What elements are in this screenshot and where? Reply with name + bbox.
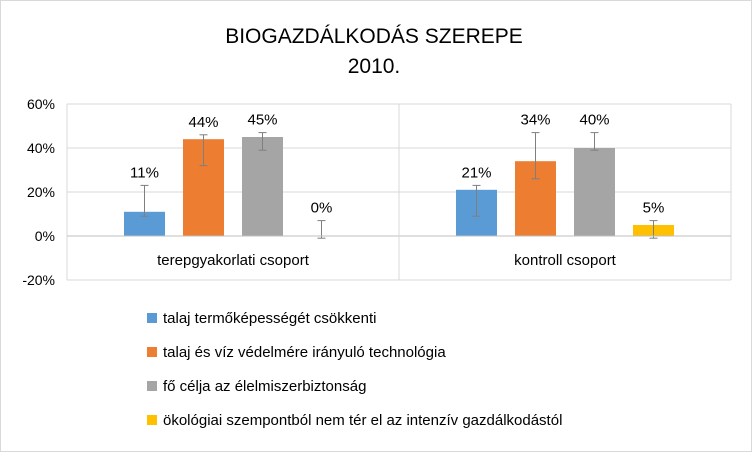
y-tick-label: 0% [35, 228, 55, 244]
data-label: 40% [579, 112, 609, 129]
data-label: 11% [130, 164, 159, 181]
x-axis: terepgyakorlati csoport kontroll csoport [67, 104, 731, 280]
legend-swatch [147, 415, 157, 425]
bar [574, 148, 615, 236]
y-tick-label: 60% [27, 96, 55, 112]
legend-swatch [147, 347, 157, 357]
data-labels: 11% 21% 44% 34% 45% 40% 0% 5% [130, 112, 664, 217]
legend-label: ökológiai szempontból nem tér el az inte… [163, 412, 562, 429]
chart-title: BIOGAZDÁLKODÁS SZEREPE 2010. [225, 25, 523, 78]
data-label: 21% [461, 164, 491, 181]
y-tick-label: 40% [27, 140, 55, 156]
y-axis: -20% 0% 20% 40% 60% [22, 96, 55, 288]
legend-label: talaj és víz védelmére irányuló technoló… [163, 344, 446, 361]
data-label: 34% [520, 112, 550, 129]
chart-title-line-2: 2010. [348, 55, 401, 78]
legend-swatch [147, 381, 157, 391]
data-label: 0% [311, 200, 333, 217]
legend: talaj termőképességét csökkenti talaj és … [147, 310, 562, 429]
data-label: 5% [643, 200, 665, 217]
bar [242, 137, 283, 236]
category-label: kontroll csoport [514, 252, 617, 269]
y-tick-label: 20% [27, 184, 55, 200]
legend-label: fő célja az élelmiszerbiztonság [163, 378, 366, 395]
data-label: 44% [188, 114, 218, 131]
chart-title-line-1: BIOGAZDÁLKODÁS SZEREPE [225, 25, 523, 48]
category-label: terepgyakorlati csoport [157, 252, 310, 269]
data-label: 45% [247, 112, 277, 129]
error-bars [140, 132, 658, 239]
legend-label: talaj termőképességét csökkenti [163, 310, 376, 327]
y-tick-label: -20% [22, 272, 55, 288]
legend-swatch [147, 313, 157, 323]
